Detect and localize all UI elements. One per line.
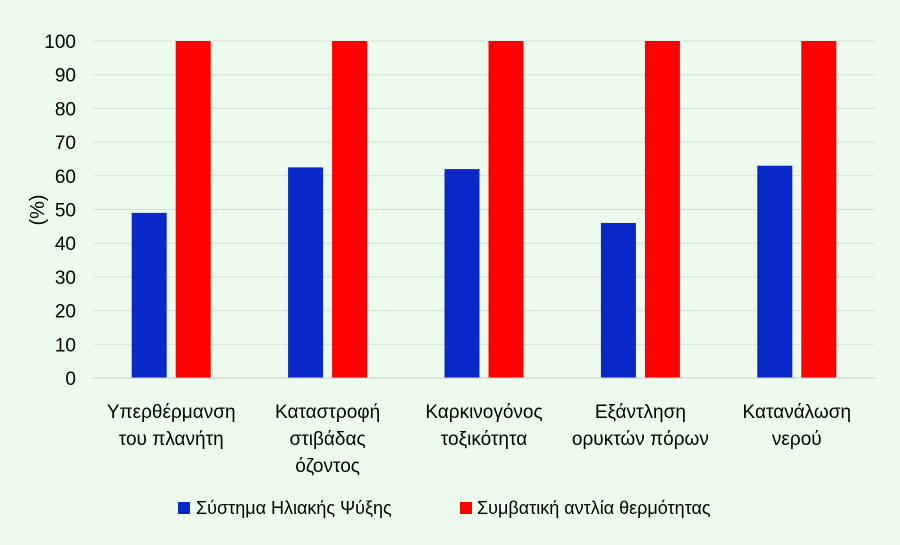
- y-axis-ticks: 0 10 20 30 40 50 60 70 80 90 100: [44, 32, 76, 390]
- bar-heat-pump: [488, 41, 524, 378]
- bar-solar-cooling: [600, 222, 636, 378]
- y-tick-label: 90: [55, 66, 76, 87]
- x-category-label: Καταστροφή στιβάδας όζοντος: [275, 402, 380, 477]
- gridlines: [93, 40, 875, 345]
- y-axis-title: (%): [27, 194, 49, 225]
- bar-solar-cooling: [757, 165, 793, 378]
- bar-heat-pump: [332, 41, 368, 378]
- x-category-label: Κατανάλωση νερού: [743, 402, 851, 450]
- y-tick-label: 30: [55, 268, 76, 289]
- y-tick-label: 60: [55, 167, 76, 188]
- y-tick-label: 50: [55, 201, 76, 222]
- legend-label: Σύστημα Ηλιακής Ψύξης: [196, 498, 392, 518]
- bar-solar-cooling: [288, 167, 324, 378]
- bar-heat-pump: [175, 41, 211, 378]
- bar-heat-pump: [801, 41, 837, 378]
- y-tick-label: 40: [55, 234, 76, 255]
- x-category-label: Εξάντληση ορυκτών πόρων: [572, 402, 709, 450]
- bar-solar-cooling: [131, 212, 167, 378]
- bar-solar-cooling: [444, 169, 480, 378]
- y-tick-label: 0: [65, 369, 76, 390]
- y-tick-label: 20: [55, 302, 76, 323]
- legend: Σύστημα Ηλιακής Ψύξης Συμβατική αντλία θε…: [178, 498, 711, 518]
- bars: [131, 41, 837, 378]
- legend-label: Συμβατική αντλία θερμότητας: [477, 498, 711, 518]
- legend-swatch: [460, 502, 472, 514]
- x-category-label: Καρκινογόνος τοξικότητα: [425, 402, 542, 450]
- bar-heat-pump: [644, 41, 680, 378]
- x-category-label: Υπερθέρμανση του πλανήτη: [107, 402, 236, 450]
- y-tick-label: 80: [55, 99, 76, 120]
- y-tick-label: 70: [55, 133, 76, 154]
- y-tick-label: 10: [55, 335, 76, 356]
- legend-swatch: [178, 502, 190, 514]
- category-labels: Υπερθέρμανση του πλανήτη Καταστροφή στιβάδα…: [107, 402, 851, 477]
- y-tick-label: 100: [44, 32, 76, 53]
